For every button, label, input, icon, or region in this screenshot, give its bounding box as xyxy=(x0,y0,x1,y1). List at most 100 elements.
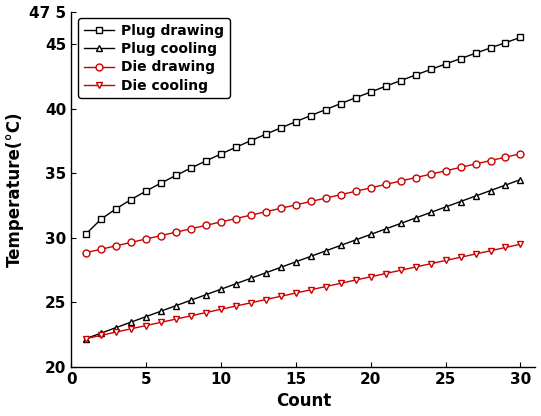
Die cooling xyxy=(173,317,179,322)
Plug cooling xyxy=(113,325,119,330)
Die drawing xyxy=(113,243,119,248)
Plug drawing xyxy=(352,95,359,100)
Die cooling xyxy=(203,310,209,315)
Plug cooling xyxy=(128,319,134,324)
Plug cooling xyxy=(427,210,434,215)
Die drawing xyxy=(517,151,524,156)
Plug cooling xyxy=(517,177,524,182)
Die cooling xyxy=(322,284,329,289)
Die cooling xyxy=(128,326,134,331)
Die drawing xyxy=(173,230,179,235)
Plug drawing xyxy=(338,101,344,106)
Plug cooling xyxy=(233,281,239,286)
Plug cooling xyxy=(203,292,209,297)
Plug drawing xyxy=(83,231,89,236)
Plug cooling xyxy=(352,238,359,243)
Die drawing xyxy=(427,172,434,177)
Plug cooling xyxy=(457,199,464,204)
Die drawing xyxy=(367,186,374,191)
Plug drawing xyxy=(398,78,404,83)
Plug cooling xyxy=(262,270,269,275)
Die drawing xyxy=(217,220,224,225)
Die cooling xyxy=(457,255,464,260)
Die drawing xyxy=(158,233,164,238)
Die cooling xyxy=(472,252,479,257)
Die drawing xyxy=(203,223,209,228)
Plug drawing xyxy=(293,119,299,124)
Die drawing xyxy=(398,178,404,183)
Plug cooling xyxy=(398,221,404,226)
Plug drawing xyxy=(203,158,209,163)
Die cooling xyxy=(188,313,194,318)
Plug drawing xyxy=(487,45,494,50)
Plug cooling xyxy=(472,193,479,198)
Plug drawing xyxy=(217,151,224,156)
Plug cooling xyxy=(382,226,389,231)
Die cooling xyxy=(143,323,149,328)
Die drawing xyxy=(128,240,134,245)
Die cooling xyxy=(233,304,239,309)
Plug drawing xyxy=(278,125,284,130)
Die drawing xyxy=(233,216,239,221)
Die drawing xyxy=(262,209,269,214)
Y-axis label: Temperature(°C): Temperature(°C) xyxy=(5,111,24,267)
Plug cooling xyxy=(412,215,419,220)
Plug cooling xyxy=(143,314,149,319)
Plug drawing xyxy=(517,35,524,40)
Plug cooling xyxy=(502,183,509,188)
Plug drawing xyxy=(457,56,464,61)
Plug cooling xyxy=(338,243,344,248)
Plug drawing xyxy=(367,89,374,94)
Die cooling xyxy=(412,265,419,270)
Die drawing xyxy=(352,189,359,194)
Die cooling xyxy=(382,271,389,276)
Die cooling xyxy=(502,245,509,250)
Die drawing xyxy=(412,175,419,180)
Plug drawing xyxy=(113,206,119,211)
Line: Die drawing: Die drawing xyxy=(83,150,524,256)
Die cooling xyxy=(307,287,314,292)
Die cooling xyxy=(352,277,359,282)
Plug cooling xyxy=(278,265,284,270)
Plug cooling xyxy=(367,232,374,237)
Die cooling xyxy=(248,300,254,305)
Plug drawing xyxy=(233,145,239,150)
Die drawing xyxy=(248,213,254,218)
Die cooling xyxy=(113,329,119,334)
Plug drawing xyxy=(307,113,314,118)
Plug cooling xyxy=(217,287,224,292)
Die drawing xyxy=(487,158,494,163)
Plug cooling xyxy=(307,254,314,259)
Die drawing xyxy=(472,161,479,166)
Die drawing xyxy=(338,192,344,197)
Die cooling xyxy=(83,336,89,341)
Plug cooling xyxy=(83,336,89,341)
Plug cooling xyxy=(443,205,449,210)
Die cooling xyxy=(517,242,524,247)
Die drawing xyxy=(278,206,284,211)
Plug drawing xyxy=(248,138,254,143)
Die drawing xyxy=(98,247,104,252)
Die cooling xyxy=(98,333,104,338)
Line: Plug drawing: Plug drawing xyxy=(83,34,524,238)
Die drawing xyxy=(502,155,509,160)
Plug drawing xyxy=(427,67,434,72)
Die cooling xyxy=(487,248,494,253)
Plug cooling xyxy=(322,248,329,253)
Die drawing xyxy=(307,199,314,204)
Plug drawing xyxy=(502,40,509,45)
Die drawing xyxy=(293,203,299,208)
Die cooling xyxy=(427,261,434,266)
Die cooling xyxy=(338,281,344,286)
Plug drawing xyxy=(188,166,194,171)
X-axis label: Count: Count xyxy=(276,392,331,411)
Plug cooling xyxy=(487,188,494,193)
Line: Plug cooling: Plug cooling xyxy=(83,176,524,342)
Plug cooling xyxy=(173,303,179,308)
Plug drawing xyxy=(158,181,164,186)
Plug cooling xyxy=(98,331,104,336)
Die drawing xyxy=(188,226,194,231)
Die cooling xyxy=(293,290,299,295)
Plug drawing xyxy=(443,62,449,67)
Die cooling xyxy=(278,294,284,299)
